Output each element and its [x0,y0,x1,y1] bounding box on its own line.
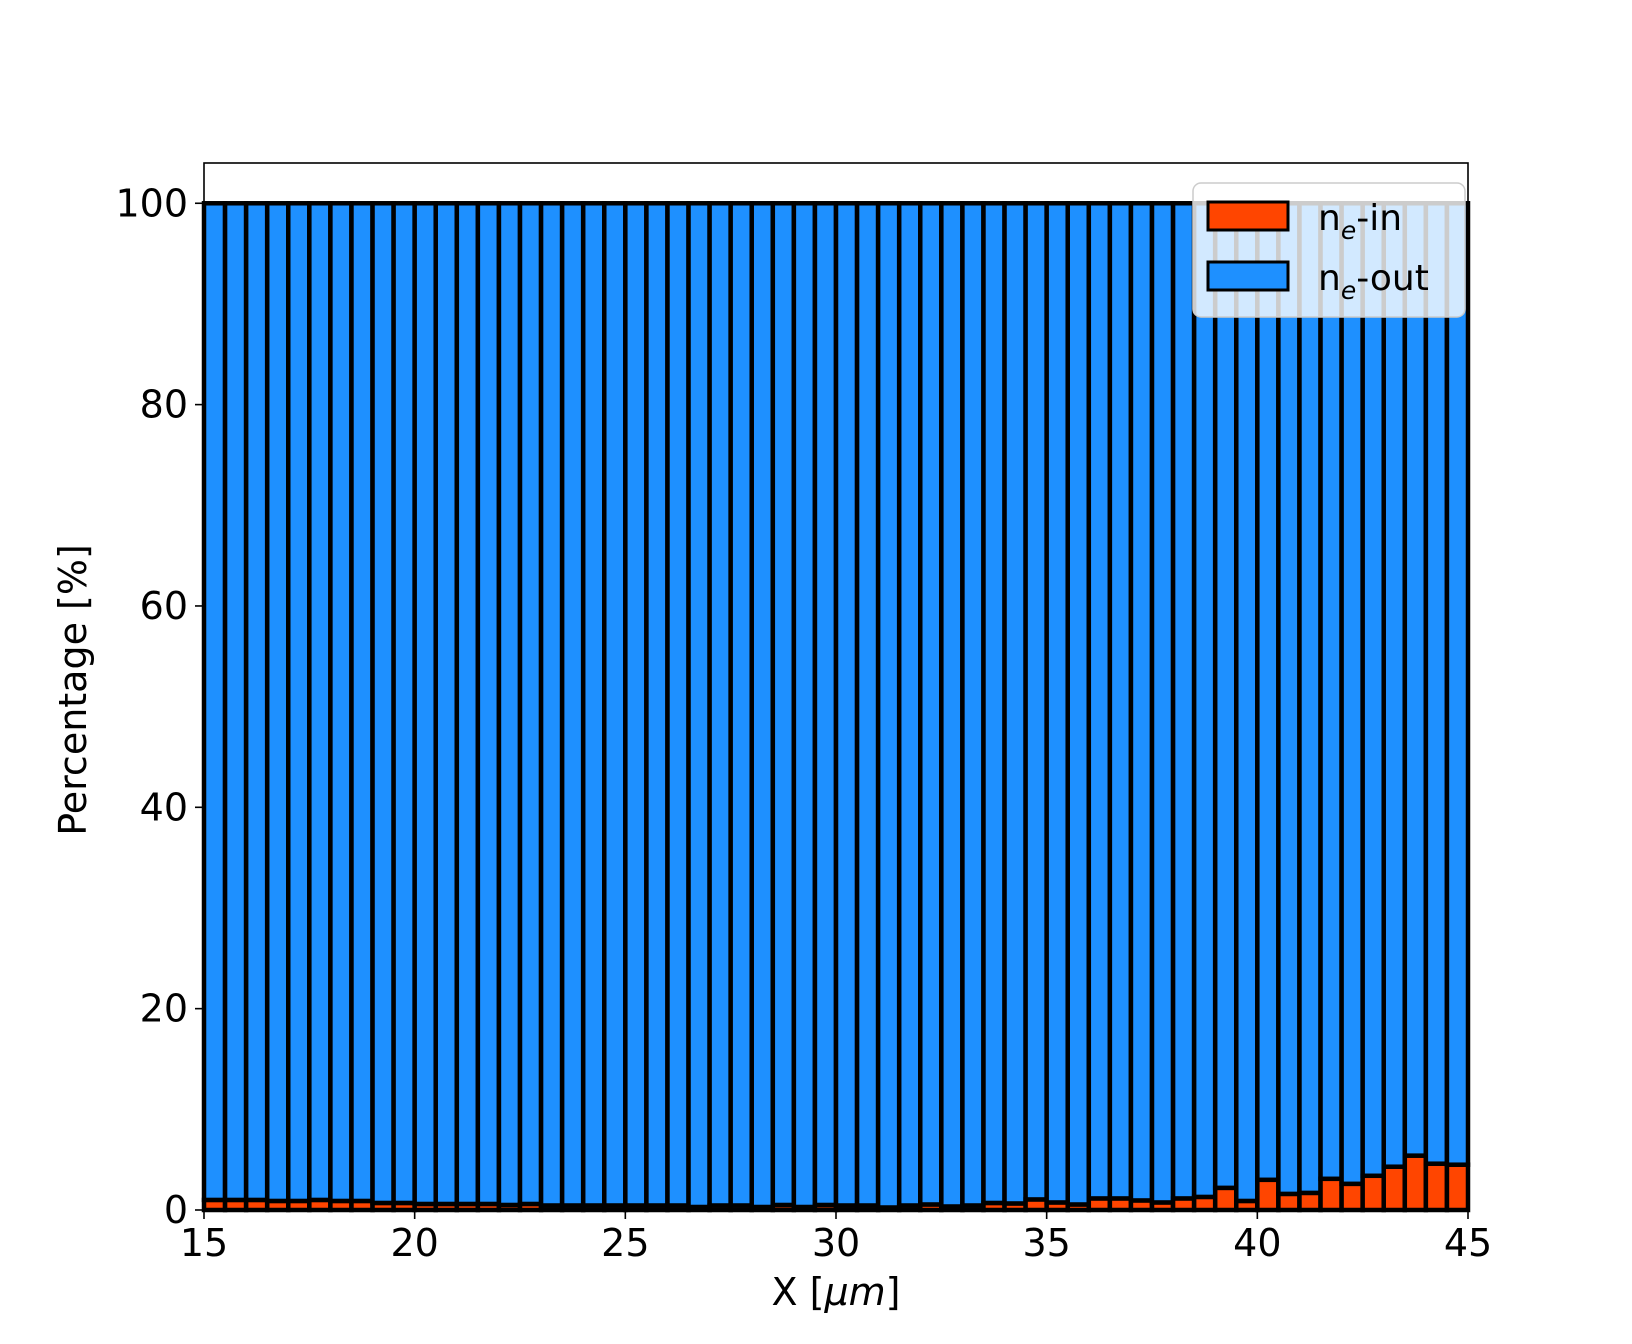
bar-ne-out [1360,201,1386,1179]
bar-ne-out [1402,201,1429,1158]
x-tick-label: 40 [1233,1221,1281,1265]
bar-ne-out [1128,201,1155,1203]
bars-group [201,201,1471,1213]
legend-swatch-ne-in [1206,200,1290,232]
y-tick-label: 0 [164,1188,188,1232]
x-tick-label: 45 [1444,1221,1492,1265]
bar-ne-out [770,201,797,1208]
bar-ne-out [665,201,691,1208]
bar-ne-out [1002,201,1028,1206]
bar-ne-out [1276,201,1302,1197]
bar-ne-out [1255,201,1281,1183]
bar-ne-in [1255,1177,1281,1213]
bar-ne-out [1297,201,1323,1196]
x-tick-label: 35 [1022,1221,1070,1265]
bar-ne-in [1318,1176,1344,1213]
bar-ne-in [1402,1153,1429,1213]
y-tick-label: 100 [115,181,188,225]
bar-ne-in [1360,1173,1386,1213]
bar-ne-out [580,201,607,1208]
bar-ne-out [475,201,502,1207]
bar-ne-in [1381,1164,1408,1213]
y-axis-label: Percentage [%] [51,544,95,836]
bar-ne-out [1170,201,1197,1201]
bar-ne-out [1423,201,1450,1166]
bar-ne-out [1107,201,1134,1201]
bar-ne-out [433,201,460,1207]
bar-ne-out [1086,201,1113,1201]
bar-ne-out [222,201,249,1203]
bar-ne-in [1444,1162,1471,1213]
x-tick-label: 20 [390,1221,438,1265]
bar-ne-in [1339,1181,1365,1213]
bar-ne-in [1212,1185,1239,1213]
bar-ne-out [791,201,818,1210]
bar-ne-out [1023,201,1049,1202]
bar-ne-in [1423,1161,1450,1213]
bar-ne-out [1318,201,1344,1182]
x-axis-label: X [μm] [772,1270,901,1314]
bar-ne-out [686,201,712,1210]
bar-ne-out [1065,201,1092,1207]
legend-label-ne-in: ne-in [1318,198,1402,245]
bar-ne-out [602,201,628,1208]
bar-ne-out [454,201,481,1207]
bar-ne-out [939,201,965,1209]
bar-ne-out [538,201,565,1208]
bar-ne-out [896,201,923,1208]
y-tick-label: 60 [140,584,188,628]
x-tick-label: 25 [601,1221,649,1265]
bar-ne-out [412,201,438,1207]
bar-ne-out [1149,201,1176,1205]
y-tick-label: 40 [140,785,188,829]
y-tick-label: 80 [140,383,188,427]
bar-ne-out [918,201,944,1207]
bar-ne-out [833,201,860,1208]
bar-ne-out [370,201,396,1206]
bar-ne-out [812,201,839,1208]
bar-ne-out [307,201,333,1203]
bar-ne-out [1444,201,1471,1167]
legend-label-ne-out: ne-out [1318,258,1429,305]
bar-ne-out [1044,201,1070,1205]
bar-ne-out [349,201,375,1204]
bar-ne-out [728,201,754,1208]
y-tick-label: 20 [140,987,188,1031]
bar-ne-out [517,201,544,1207]
bar-ne-out [496,201,523,1208]
bar-ne-in [1297,1190,1323,1213]
bar-ne-out [644,201,670,1208]
legend-swatch-ne-out [1206,260,1290,292]
bar-ne-out [707,201,733,1208]
bar-ne-out [960,201,986,1208]
x-tick-label: 15 [180,1221,228,1265]
bar-ne-out [243,201,270,1203]
x-tick-label: 30 [812,1221,860,1265]
bar-ne-out [286,201,312,1204]
bar-ne-out [1212,201,1239,1191]
bar-ne-out [623,201,649,1208]
bar-ne-out [875,201,902,1210]
bar-ne-out [981,201,1007,1206]
y-axis: 0 20 40 60 80 100 [115,181,204,1232]
bar-ne-out [749,201,776,1210]
bar-ne-out [391,201,417,1206]
x-axis: 15 20 25 30 35 40 45 [180,1210,1492,1265]
bar-ne-in [1276,1191,1302,1213]
bar-ne-out [1339,201,1365,1187]
bar-ne-out [559,201,586,1208]
bar-ne-out [1234,201,1260,1204]
bar-ne-out [264,201,291,1204]
bar-ne-out [201,201,228,1203]
bar-ne-out [854,201,881,1208]
bar-ne-out [1191,201,1218,1200]
legend: ne-in ne-out [1192,182,1466,318]
bar-ne-out [328,201,354,1204]
bar-ne-out [1381,201,1408,1169]
